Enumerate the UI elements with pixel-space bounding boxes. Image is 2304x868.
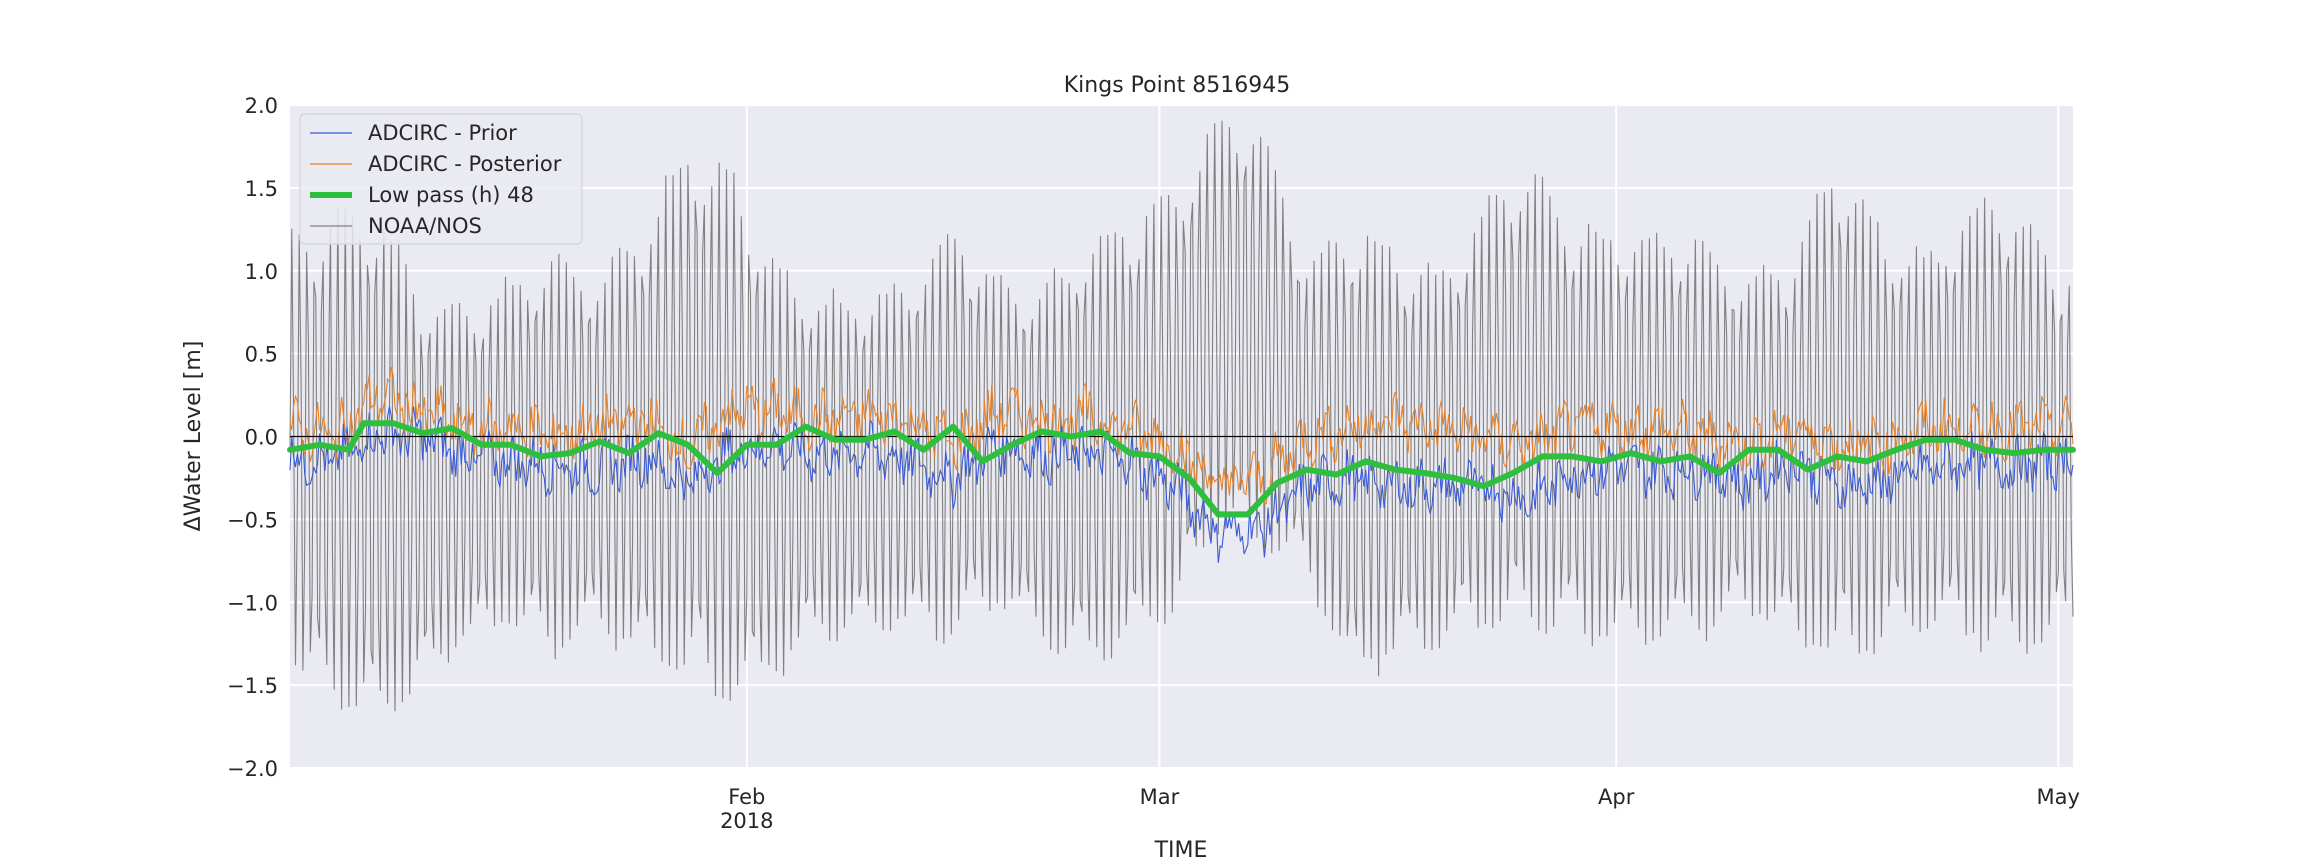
chart-title: Kings Point 8516945 [1064,73,1291,98]
x-tick-label: May [2037,785,2080,809]
series-noaa-nos-line [289,120,2074,712]
legend-label: Low pass (h) 48 [368,183,534,207]
data-layer [287,120,2076,712]
y-tick-label: −2.0 [227,757,278,781]
x-axis-label: TIME [1154,838,1208,863]
y-axis-label: ΔWater Level [m] [181,341,206,532]
legend: ADCIRC - Prior ADCIRC - Posterior Low pass… [299,113,583,245]
legend-box [299,113,583,245]
y-tick-label: −1.0 [227,591,278,615]
x-tick-label: Feb [728,785,765,809]
y-tick-label: −1.5 [227,674,278,698]
x-tick-sublabel: 2018 [720,809,773,833]
y-tick-label: 0.5 [245,343,278,367]
legend-label: ADCIRC - Prior [368,121,517,145]
series-low-pass-line [287,420,2076,518]
y-tick-label: −0.5 [227,508,278,532]
x-tick-label: Apr [1598,785,1635,809]
legend-label: ADCIRC - Posterior [368,152,562,176]
y-tick-label: 1.5 [245,177,278,201]
legend-label: NOAA/NOS [368,214,482,238]
y-tick-label: 2.0 [245,94,278,118]
y-tick-label: 1.0 [245,260,278,284]
x-tick-label: Mar [1140,785,1180,809]
y-tick-label: 0.0 [245,426,278,450]
series-adcirc-prior-line [289,406,2074,563]
